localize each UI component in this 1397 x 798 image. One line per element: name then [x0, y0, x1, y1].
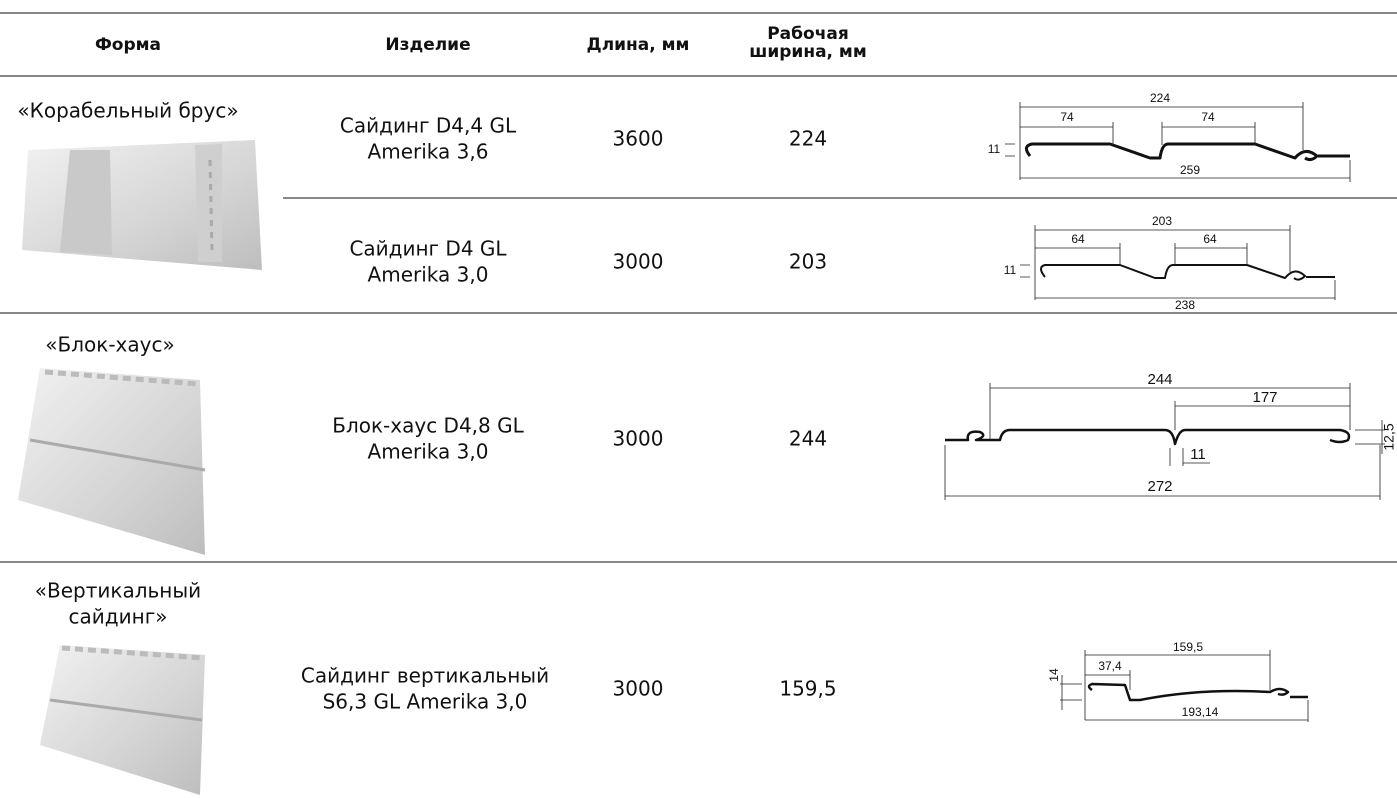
dimension: 224: [1150, 91, 1170, 105]
dimension: 259: [1180, 163, 1200, 177]
width: 203: [789, 250, 827, 274]
header-product: Изделие: [385, 35, 470, 55]
body: Форма Изделие Длина, мм Рабочая ширина, …: [0, 0, 1397, 798]
dimension: 238: [1175, 298, 1195, 312]
dimension: 272: [1147, 478, 1172, 495]
dimension: 64: [1071, 232, 1085, 246]
dimension: 11: [1004, 263, 1017, 277]
dimension: 14: [1047, 668, 1061, 682]
dimension: 11: [988, 142, 1001, 156]
dimension: 193,14: [1182, 705, 1219, 719]
width: 159,5: [779, 677, 836, 701]
product-name: Блок-хаус D4,8 GL: [332, 414, 524, 438]
form-name: «Блок-хаус»: [45, 333, 174, 357]
form-name: «Корабельный брус»: [17, 99, 238, 123]
dimension: 11: [1190, 446, 1206, 463]
product-name: Amerika 3,0: [368, 263, 489, 287]
width: 244: [789, 427, 827, 451]
siding-image: [40, 645, 205, 795]
header-form: Форма: [95, 35, 161, 55]
product-name: Сайдинг вертикальный: [301, 664, 549, 688]
table: Форма Изделие Длина, мм Рабочая ширина, …: [0, 0, 1397, 798]
length: 3600: [613, 127, 664, 151]
siding-image: [18, 368, 205, 555]
product-name: Сайдинг D4 GL: [349, 237, 507, 261]
siding-image: [22, 140, 262, 270]
header-length: Длина, мм: [587, 35, 690, 55]
dimension: 244: [1147, 371, 1172, 388]
dimension: 74: [1201, 110, 1215, 124]
length: 3000: [613, 677, 664, 701]
page: Siding table {"table": { "header": {"for…: [0, 0, 1397, 798]
profile-drawing: [1005, 102, 1350, 182]
header-width: ширина, мм: [749, 42, 866, 62]
dimension: 12,5: [1381, 423, 1397, 450]
header-width: Рабочая: [767, 24, 849, 44]
profile-drawing: [1020, 225, 1335, 300]
product-name: Amerika 3,0: [368, 440, 489, 464]
width: 224: [789, 127, 827, 151]
length: 3000: [613, 427, 664, 451]
form-name: «Вертикальный: [35, 579, 201, 603]
dimension: 74: [1060, 110, 1074, 124]
product-name: Сайдинг D4,4 GL: [340, 114, 517, 138]
form-name: сайдинг»: [69, 605, 168, 629]
length: 3000: [613, 250, 664, 274]
dimension: 159,5: [1173, 640, 1203, 654]
product-name: S6,3 GL Amerika 3,0: [323, 690, 528, 714]
dimension: 177: [1252, 389, 1277, 406]
dimension: 203: [1152, 214, 1172, 228]
product-name: Amerika 3,6: [368, 140, 489, 164]
dimension: 37,4: [1098, 659, 1122, 673]
dimension: 64: [1203, 232, 1217, 246]
